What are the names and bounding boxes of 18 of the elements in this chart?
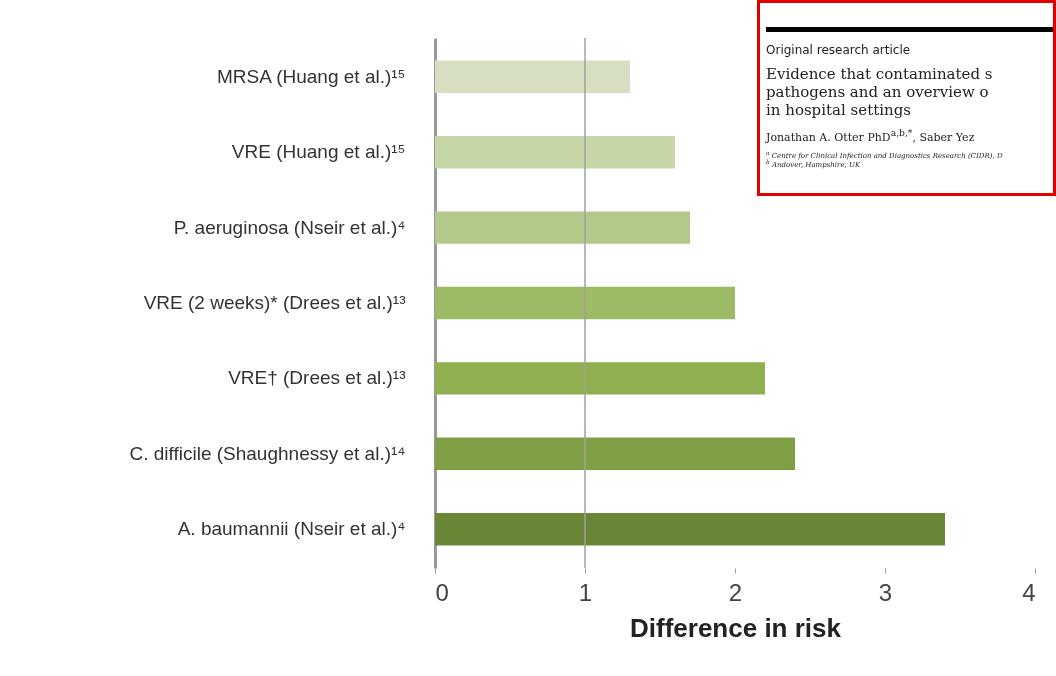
annotation: in hospital settings xyxy=(766,101,911,119)
y-tick-label: VRE† (Drees et al.)¹³ xyxy=(228,367,406,389)
y-tick-label: P. aeruginosa (Nseir et al.)⁴ xyxy=(173,216,406,238)
y-tick-label: A. baumannii (Nseir et al.)⁴ xyxy=(177,518,406,540)
y-tick-label: C. difficile (Shaughnessy et al.)¹⁴ xyxy=(129,442,406,464)
annotation: pathogens and an overview o xyxy=(766,83,989,101)
annotation: Original research article xyxy=(766,43,911,57)
y-tick-label: MRSA (Huang et al.)¹⁵ xyxy=(217,65,406,87)
x-tick-label: 3 xyxy=(878,578,893,606)
x-tick-label: 2 xyxy=(728,578,743,606)
x-tick-label: 4 xyxy=(1022,578,1036,606)
annotation: Jonathan A. Otter PhD$^{a,b,*}$, Saber Yez xyxy=(766,127,975,144)
y-tick-label: VRE (Huang et al.)¹⁵ xyxy=(231,141,406,163)
y-tick-label: VRE (2 weeks)* (Drees et al.)¹³ xyxy=(143,292,406,313)
annotation: Evidence that contaminated s xyxy=(766,65,993,83)
x-tick-label: 1 xyxy=(578,578,593,606)
x-tick-label: 0 xyxy=(435,578,449,606)
x-axis-title: Difference in risk xyxy=(630,612,842,643)
